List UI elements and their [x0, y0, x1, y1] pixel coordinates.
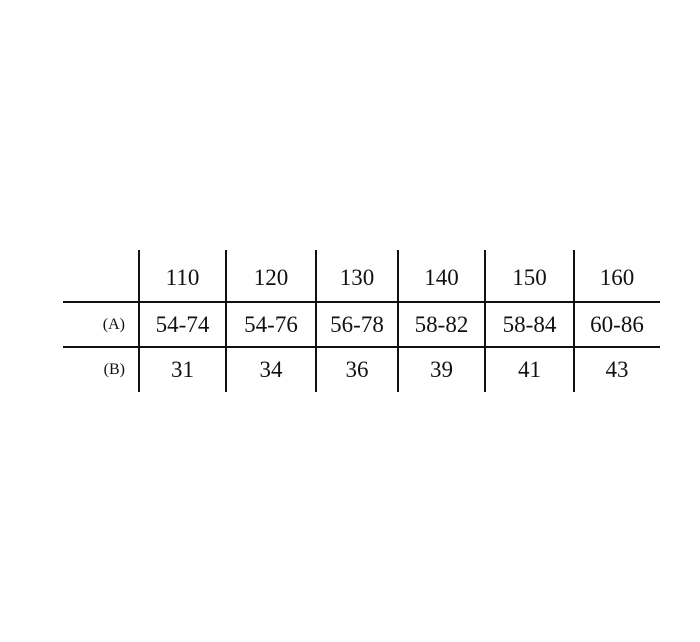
table-cell: 54-76 — [244, 311, 298, 337]
table-cell: 41 — [518, 356, 541, 382]
table-cell: 31 — [171, 356, 194, 382]
column-header: 110 — [165, 265, 200, 290]
column-divider — [397, 250, 399, 392]
column-header: 140 — [424, 265, 459, 290]
column-divider — [315, 250, 317, 392]
row-label: (A) — [102, 315, 125, 333]
column-divider — [138, 250, 140, 392]
table-cell: 60-86 — [590, 311, 644, 337]
table-rule — [63, 346, 660, 348]
column-divider — [484, 250, 486, 392]
table-rule — [63, 301, 660, 303]
table-cell: 54-74 — [155, 311, 210, 337]
table-cell: 36 — [345, 356, 369, 382]
table-cell: 56-78 — [330, 311, 384, 337]
column-divider — [225, 250, 227, 392]
table-cell: 34 — [259, 356, 283, 382]
table-cell: 39 — [430, 356, 453, 382]
column-header: 150 — [512, 265, 547, 290]
table-cell: 58-82 — [414, 311, 469, 337]
column-header: 120 — [253, 265, 289, 290]
row-label: (B) — [103, 360, 125, 378]
table-cell: 43 — [605, 356, 629, 382]
column-divider — [573, 250, 575, 392]
column-header: 130 — [339, 265, 375, 290]
column-header: 160 — [599, 265, 635, 290]
table-cell: 58-84 — [502, 311, 557, 337]
